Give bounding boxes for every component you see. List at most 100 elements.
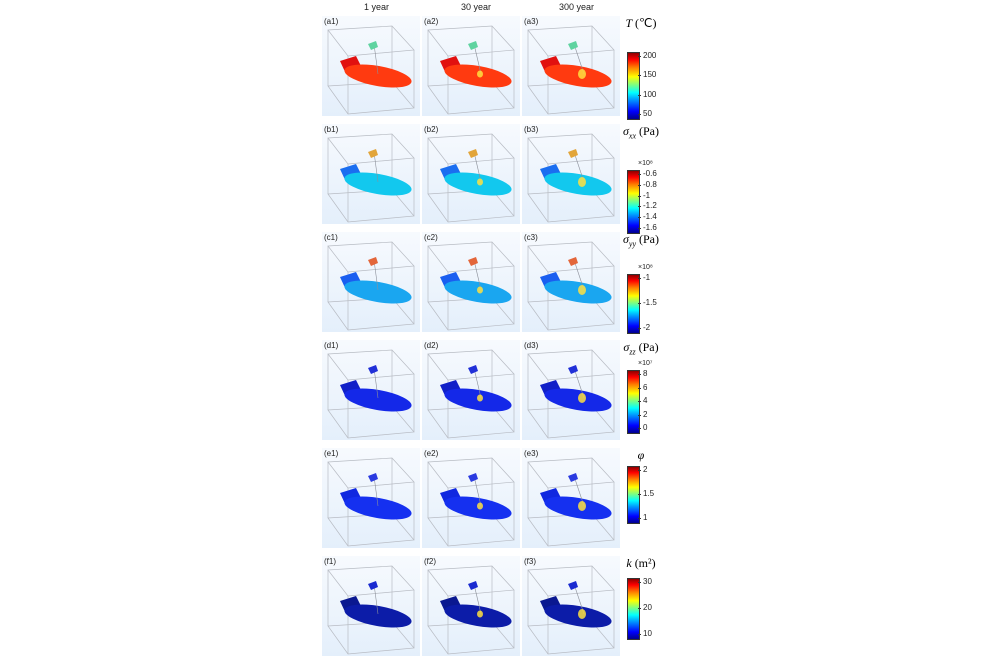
- panel-label: (d1): [324, 341, 339, 350]
- colorbar-tick-label: -1: [637, 190, 651, 200]
- figure-row: (b1) (b2) (b3) σxx (Pa) ×10⁸ -0.6 -0.8 -1 -1.2 -1…: [322, 116, 670, 234]
- disc-domain: [344, 496, 412, 520]
- colorbar-symbol: σ: [623, 340, 630, 354]
- colorbar-symbol: σ: [622, 124, 629, 138]
- hot-spot: [477, 70, 483, 78]
- crack-shape: [468, 149, 478, 158]
- colorbar: [627, 578, 640, 640]
- colorbar-tick-label: -1: [637, 273, 651, 282]
- colorbar-title: σxx (Pa): [612, 124, 670, 140]
- colorbar-tick-label: 100: [637, 89, 657, 99]
- crack-shape: [368, 257, 378, 266]
- colorbar-title: σyy (Pa): [612, 232, 670, 248]
- domain-render: [527, 457, 615, 547]
- crack-shape: [468, 257, 478, 266]
- colorbar-title: σzz (Pa): [612, 340, 670, 356]
- figure-row: (c1) (c2) (c3) σyy (Pa) ×10⁸ -1 -1.5 -2: [322, 224, 670, 334]
- result-panel: (d3): [522, 340, 620, 440]
- result-panel: (f2): [422, 556, 520, 656]
- panel-label: (e1): [324, 449, 339, 458]
- colorbar-tick-label: 2: [637, 465, 648, 474]
- colorbar-symbol: φ: [637, 448, 645, 462]
- crack-shape: [468, 473, 478, 482]
- panel-label: (b3): [524, 125, 539, 134]
- colorbar: [627, 274, 640, 334]
- colorbar-title: T (℃): [612, 16, 670, 31]
- crack-shape: [368, 149, 378, 158]
- colorbar-tick-label: 50: [638, 109, 652, 118]
- disc-domain: [344, 280, 412, 304]
- domain-render: [427, 241, 515, 331]
- panel-label: (c1): [324, 233, 338, 242]
- domain-render: [327, 565, 415, 655]
- domain-render: [527, 349, 615, 439]
- colorbar-subscript: xx: [628, 131, 637, 141]
- hot-spot: [578, 393, 586, 403]
- fracture-line: [573, 367, 585, 399]
- hot-spot: [477, 286, 483, 294]
- fracture-line: [373, 475, 379, 507]
- hot-spot: [578, 501, 586, 511]
- fracture-line: [373, 259, 379, 291]
- column-header-3: 300 year: [559, 2, 595, 12]
- colorbar-symbol: T: [625, 16, 632, 30]
- result-panel: (d1): [322, 340, 420, 440]
- colorbar: [627, 170, 640, 234]
- colorbar-tick-label: 150: [637, 70, 657, 80]
- fracture-line: [473, 43, 482, 75]
- result-panel: (a1): [322, 16, 420, 116]
- panel-label: (a1): [324, 17, 339, 26]
- panel-label: (d3): [524, 341, 539, 350]
- result-panel: (c2): [422, 232, 520, 332]
- fracture-line: [573, 583, 585, 615]
- fracture-line: [573, 43, 585, 75]
- result-panel: (b3): [522, 124, 620, 224]
- colorbar-unit: (℃): [635, 16, 657, 30]
- colorbar-tick-label: 30: [638, 577, 652, 586]
- hot-spot: [578, 69, 586, 79]
- domain-render: [527, 565, 615, 655]
- disc-domain: [344, 172, 412, 196]
- result-panel: (f1): [322, 556, 420, 656]
- hot-spot: [477, 178, 483, 186]
- colorbar-tick-label: -1.2: [638, 201, 657, 211]
- result-panel: (e3): [522, 448, 620, 548]
- result-panel: (d2): [422, 340, 520, 440]
- colorbar-tick-label: 20: [638, 603, 652, 612]
- panel-label: (a2): [424, 17, 439, 26]
- disc-domain: [544, 172, 612, 196]
- crack-shape: [568, 473, 578, 482]
- fracture-line: [573, 151, 585, 183]
- domain-render: [327, 133, 415, 223]
- domain-render: [427, 133, 515, 223]
- colorbar-symbol: k: [626, 556, 632, 570]
- domain-render: [427, 457, 515, 547]
- panel-label: (c3): [524, 233, 538, 242]
- colorbar-title: φ: [612, 448, 670, 463]
- crack-shape: [568, 149, 578, 158]
- domain-render: [527, 241, 615, 331]
- colorbar-tick-label: 4: [637, 396, 648, 405]
- crack-shape: [468, 41, 478, 50]
- domain-render: [427, 565, 515, 655]
- fracture-line: [573, 259, 585, 291]
- colorbar-tick-label: 6: [637, 382, 648, 392]
- colorbar-tick-label: 0: [637, 423, 648, 432]
- colorbar-subscript: zz: [629, 347, 636, 357]
- colorbar-tick-label: 1: [637, 513, 648, 522]
- colorbar-tick-label: -1.4: [638, 212, 657, 222]
- colorbar-tick-label: -1.5: [638, 298, 657, 307]
- colorbar: [627, 466, 640, 524]
- crack-shape: [468, 365, 478, 374]
- colorbar-title: k (m²): [612, 556, 670, 571]
- panel-label: (d2): [424, 341, 439, 350]
- crack-shape: [568, 257, 578, 266]
- colorbar-symbol: σ: [622, 232, 629, 246]
- hot-spot: [578, 285, 586, 295]
- colorbar-tick-label: 1.5: [637, 489, 655, 498]
- panel-label: (b2): [424, 125, 439, 134]
- figure-row: (d1) (d2) (d3) σzz (Pa) ×10⁷ 8 6 4 2 0: [322, 332, 670, 440]
- colorbar-tick-label: -1.6: [638, 223, 657, 232]
- domain-render: [527, 133, 615, 223]
- fracture-line: [473, 583, 482, 615]
